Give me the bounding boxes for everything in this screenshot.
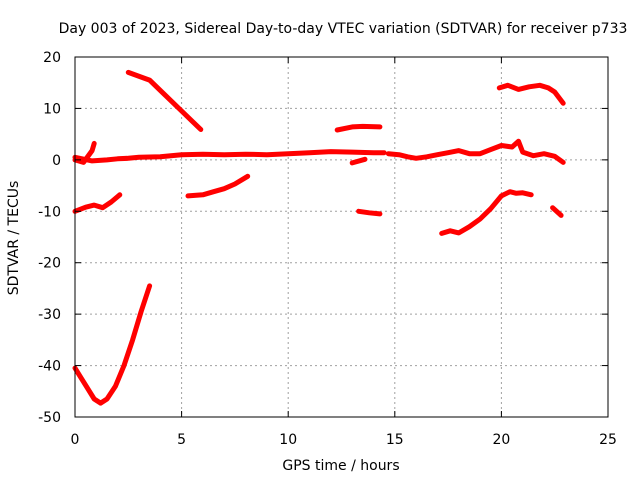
series-line-arc-3 xyxy=(72,140,97,165)
y-tick-label: -40 xyxy=(38,359,61,375)
series-line-arc-5 xyxy=(72,149,387,164)
y-tick-label: -30 xyxy=(38,307,61,323)
series-line-arc-10 xyxy=(385,138,566,165)
data-series-group xyxy=(72,69,566,406)
plot-frame xyxy=(74,56,609,418)
x-tick-label: 20 xyxy=(492,432,510,448)
x-tick-label: 25 xyxy=(599,432,617,448)
chart-title: Day 003 of 2023, Sidereal Day-to-day VTE… xyxy=(59,21,628,37)
y-tick-label: 10 xyxy=(43,101,61,117)
series-line-arc-4 xyxy=(125,69,204,132)
x-tick-label: 0 xyxy=(71,432,80,448)
x-tick-label: 10 xyxy=(279,432,297,448)
y-axis-label: SDTVAR / TECUs xyxy=(6,181,22,296)
series-line-arc-8 xyxy=(349,156,368,166)
series-line-arc-12 xyxy=(496,82,566,106)
x-tick-label: 5 xyxy=(177,432,186,448)
x-axis-label: GPS time / hours xyxy=(282,458,399,474)
series-line-arc-2 xyxy=(72,192,123,214)
series-line-arc-13 xyxy=(550,205,564,218)
series-line-arc-1 xyxy=(72,283,153,406)
x-tick-label: 15 xyxy=(386,432,404,448)
y-tick-label: -10 xyxy=(38,204,61,220)
y-tick-label: 0 xyxy=(52,153,61,169)
y-tick-label: -20 xyxy=(38,256,61,272)
axis-ticks: 0 5 10 15 20 25 -50 -40 -30 -20 -10 0 10 20 xyxy=(38,50,617,448)
series-line-arc-11 xyxy=(439,189,534,236)
series-line-arc-6 xyxy=(185,173,251,199)
grid xyxy=(75,57,608,417)
series-line-arc-9 xyxy=(356,208,383,217)
series-line-arc-7 xyxy=(334,123,383,133)
y-tick-label: 20 xyxy=(43,50,61,66)
y-tick-label: -50 xyxy=(38,410,61,426)
